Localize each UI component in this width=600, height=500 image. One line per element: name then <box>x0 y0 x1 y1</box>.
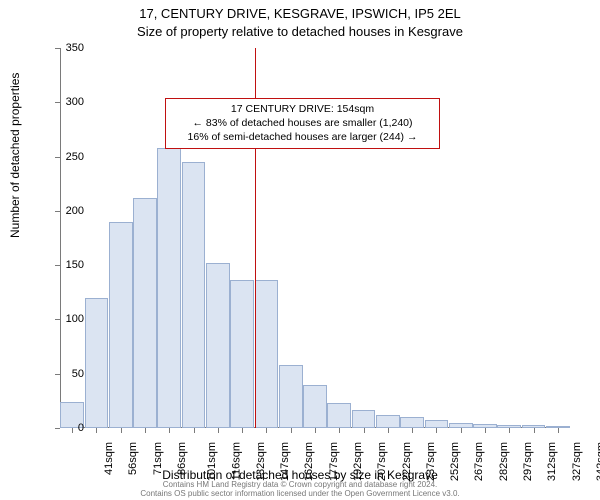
xtick-mark <box>364 428 365 433</box>
xtick-mark <box>242 428 243 433</box>
ytick-label: 200 <box>54 205 84 217</box>
histogram-bar <box>425 420 449 428</box>
xtick-mark <box>436 428 437 433</box>
histogram-bar <box>376 415 400 428</box>
histogram-bar <box>157 148 181 428</box>
ytick-label: 250 <box>54 151 84 163</box>
xtick-mark <box>509 428 510 433</box>
info-box-line: ← 83% of detached houses are smaller (1,… <box>172 116 433 130</box>
ytick-label: 300 <box>54 96 84 108</box>
histogram-bar <box>182 162 206 428</box>
property-info-box: 17 CENTURY DRIVE: 154sqm← 83% of detache… <box>165 98 440 149</box>
histogram-bar <box>400 417 424 428</box>
ytick-label: 150 <box>54 259 84 271</box>
info-box-line: 17 CENTURY DRIVE: 154sqm <box>172 102 433 116</box>
histogram-bar <box>133 198 157 428</box>
chart-title-address: 17, CENTURY DRIVE, KESGRAVE, IPSWICH, IP… <box>0 6 600 21</box>
xtick-mark <box>145 428 146 433</box>
histogram-bar <box>303 385 327 428</box>
xtick-mark <box>485 428 486 433</box>
footer-line1: Contains HM Land Registry data © Crown c… <box>163 480 438 489</box>
histogram-bar <box>327 403 351 428</box>
xtick-mark <box>266 428 267 433</box>
chart-container: 17, CENTURY DRIVE, KESGRAVE, IPSWICH, IP… <box>0 0 600 500</box>
chart-title-sub: Size of property relative to detached ho… <box>0 24 600 39</box>
xtick-mark <box>96 428 97 433</box>
xtick-mark <box>194 428 195 433</box>
xtick-mark <box>315 428 316 433</box>
xtick-mark <box>121 428 122 433</box>
histogram-bar <box>255 280 279 428</box>
plot-area: 41sqm56sqm71sqm86sqm101sqm116sqm132sqm14… <box>60 48 570 428</box>
xtick-mark <box>218 428 219 433</box>
y-axis-label: Number of detached properties <box>8 73 22 238</box>
histogram-bar <box>279 365 303 428</box>
xtick-mark <box>291 428 292 433</box>
ytick-label: 0 <box>54 422 84 434</box>
xtick-mark <box>461 428 462 433</box>
ytick-label: 350 <box>54 42 84 54</box>
xtick-mark <box>169 428 170 433</box>
xtick-mark <box>388 428 389 433</box>
histogram-bar <box>85 298 109 428</box>
histogram-bar <box>352 410 376 428</box>
footer-attribution: Contains HM Land Registry data © Crown c… <box>0 481 600 499</box>
xtick-mark <box>558 428 559 433</box>
ytick-label: 50 <box>54 368 84 380</box>
xtick-mark <box>412 428 413 433</box>
histogram-bar <box>230 280 254 428</box>
xtick-mark <box>534 428 535 433</box>
info-box-line: 16% of semi-detached houses are larger (… <box>172 130 433 144</box>
ytick-label: 100 <box>54 313 84 325</box>
xtick-mark <box>339 428 340 433</box>
histogram-bar <box>206 263 230 428</box>
footer-line2: Contains OS public sector information li… <box>140 489 459 498</box>
histogram-bar <box>109 222 133 428</box>
